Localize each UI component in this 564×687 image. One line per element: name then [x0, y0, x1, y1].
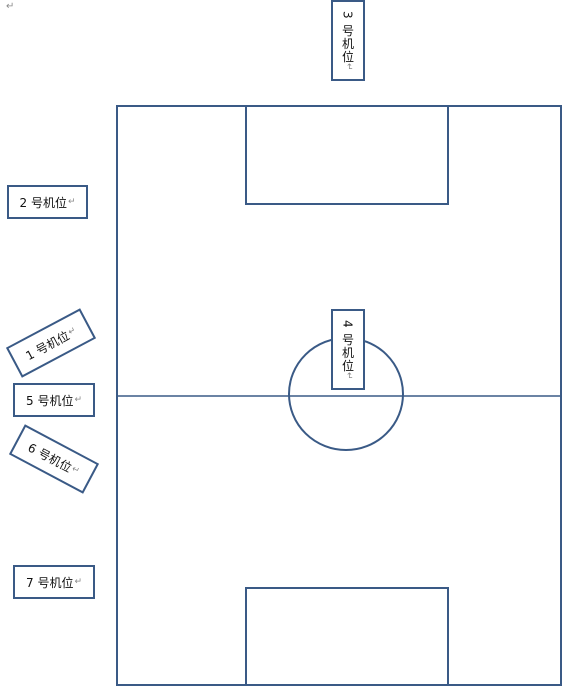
camera-position-2-label: 2 号机位	[19, 195, 67, 210]
camera-position-4-label: 4 号机位	[340, 319, 355, 372]
bottom-penalty-area	[245, 587, 449, 686]
camera-position-3: 3 号机位 ↵	[331, 0, 365, 81]
paragraph-mark: ↵	[6, 1, 15, 12]
camera-position-2: 2 号机位 ↵	[7, 185, 88, 219]
camera-position-7-label: 7 号机位	[26, 575, 74, 590]
top-penalty-area	[245, 105, 449, 205]
camera-position-5-label: 5 号机位	[26, 393, 74, 408]
camera-position-3-label: 3 号机位	[340, 10, 355, 63]
paragraph-mark: ↵	[343, 62, 354, 71]
paragraph-mark: ↵	[343, 371, 354, 380]
paragraph-mark: ↵	[67, 197, 76, 207]
camera-position-7: 7 号机位 ↵	[13, 565, 95, 599]
paragraph-mark: ↵	[74, 577, 82, 587]
paragraph-mark: ↵	[74, 395, 82, 405]
camera-position-4: 4 号机位 ↵	[331, 309, 365, 390]
camera-position-5: 5 号机位 ↵	[13, 383, 95, 417]
